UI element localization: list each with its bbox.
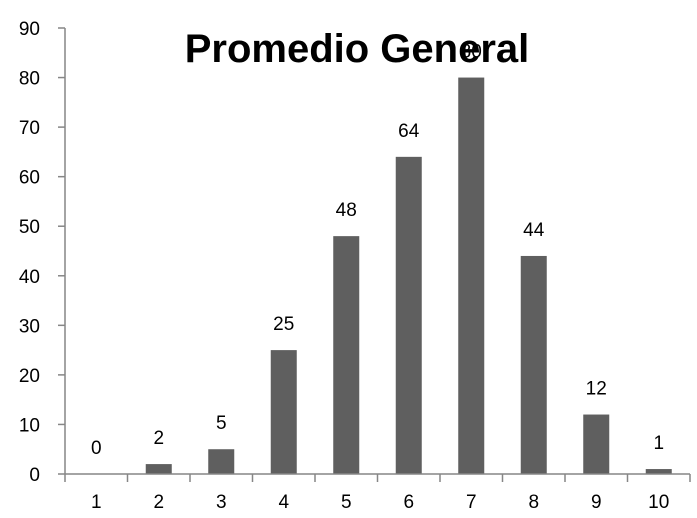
data-label: 80	[461, 42, 482, 63]
y-tick-label: 60	[19, 168, 40, 189]
bar	[145, 464, 172, 474]
data-label: 64	[398, 121, 420, 142]
x-tick-label: 5	[341, 492, 352, 513]
data-label: 48	[336, 200, 357, 221]
bars-group	[145, 77, 672, 475]
x-tick-label: 4	[278, 492, 289, 513]
data-label: 5	[216, 413, 227, 434]
y-tick-label: 90	[19, 19, 40, 40]
bar	[333, 236, 360, 474]
x-tick-label: 6	[403, 492, 414, 513]
y-tick-label: 20	[19, 366, 40, 387]
y-tick-label: 0	[29, 465, 40, 486]
axes-group	[64, 28, 690, 475]
x-tick-label: 10	[648, 492, 669, 513]
y-tick-label: 80	[19, 69, 40, 90]
bar	[458, 77, 485, 475]
y-tick-label: 50	[19, 217, 40, 238]
y-ticks-group: 0 10 20 30 40 50 60 70 80 90	[19, 19, 65, 486]
data-label: 0	[91, 438, 102, 459]
bar	[270, 350, 297, 474]
chart-title: Promedio General	[185, 27, 530, 71]
bar	[395, 156, 422, 474]
data-label: 2	[153, 428, 164, 449]
x-tick-label: 8	[528, 492, 539, 513]
bar	[645, 469, 672, 474]
y-tick-label: 30	[19, 316, 40, 337]
y-tick-label: 40	[19, 267, 40, 288]
x-ticks-group: 1 2 3 4 5 6 7 8 9 10	[64, 474, 691, 513]
data-label: 1	[653, 433, 664, 454]
x-tick-label: 2	[153, 492, 164, 513]
x-tick-label: 1	[91, 492, 102, 513]
bar	[520, 255, 547, 474]
x-tick-label: 3	[216, 492, 227, 513]
bar	[208, 449, 235, 474]
x-tick-label: 9	[591, 492, 602, 513]
y-tick-label: 10	[19, 415, 40, 436]
data-label: 44	[523, 220, 545, 241]
data-label: 12	[586, 379, 607, 400]
y-tick-label: 70	[19, 118, 40, 139]
data-label: 25	[273, 314, 294, 335]
x-tick-label: 7	[466, 492, 477, 513]
bar	[583, 414, 610, 474]
